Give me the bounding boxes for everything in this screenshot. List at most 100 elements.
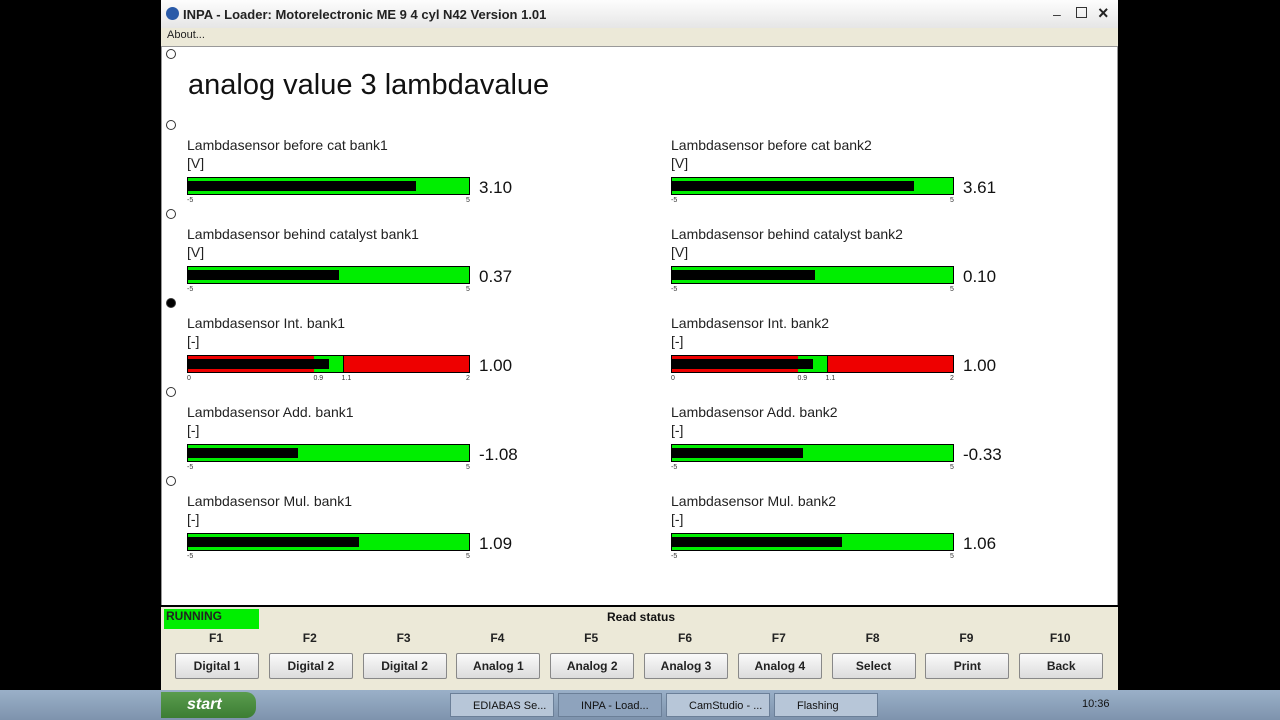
function-button[interactable]: Print: [925, 653, 1010, 679]
gauge-label: Lambdasensor Int. bank2: [671, 315, 829, 331]
radio-indicator: [166, 209, 176, 219]
taskbar: start 10:36 EDIABAS Se... INPA - Load... C…: [0, 690, 1280, 720]
function-key: F6: [677, 631, 692, 645]
gauge-tick-label: 0: [187, 375, 191, 382]
function-button[interactable]: Digital 2: [268, 653, 353, 679]
gauge-fill: [672, 359, 813, 369]
screen-heading: analog value 3 lambdavalue: [188, 69, 550, 101]
taskbar-item[interactable]: Flashing: [774, 693, 878, 717]
gauge-value: 0.37: [479, 267, 513, 286]
gauge-red-zone: [342, 356, 469, 372]
content-area: analog value 3 lambdavalue Lambdasensor …: [161, 46, 1118, 606]
gauge-value: 3.10: [479, 178, 513, 197]
gauge-fill: [188, 537, 360, 547]
gauge-tick-label: 5: [950, 197, 954, 204]
minimize-button[interactable]: –: [1053, 6, 1061, 22]
gauge-tick-label: 2: [950, 375, 954, 382]
taskbar-item[interactable]: EDIABAS Se...: [450, 693, 554, 717]
gauge-tick-label: 5: [466, 464, 470, 471]
gauge-fill: [672, 448, 804, 458]
gauge-label: Lambdasensor Add. bank1: [187, 404, 354, 420]
gauge-label: Lambdasensor Add. bank2: [671, 404, 838, 420]
function-key: F10: [1049, 631, 1071, 645]
function-button[interactable]: Analog 1: [456, 653, 541, 679]
gauge-tick-label: 5: [466, 553, 470, 560]
gauge-value: -0.33: [963, 445, 1002, 464]
gauge-unit: [V]: [187, 155, 205, 171]
gauge-tick-label: -5: [187, 553, 194, 560]
gauge-fill: [672, 181, 914, 191]
gauge-tick-label: -5: [671, 197, 678, 204]
radio-indicator: [166, 476, 176, 486]
gauge-fill: [188, 448, 299, 458]
gauge-bar: [671, 444, 954, 462]
gauge-tick-label: 5: [950, 464, 954, 471]
window-title: INPA - Loader: Motorelectronic ME 9 4 cy…: [183, 7, 547, 22]
menu-item[interactable]: About...: [167, 29, 205, 41]
clock: 10:36: [1082, 698, 1110, 710]
gauge-red-zone: [826, 356, 953, 372]
gauge-tick-label: 0.9: [313, 375, 324, 382]
function-button[interactable]: Analog 2: [550, 653, 635, 679]
maximize-button[interactable]: [1076, 7, 1087, 18]
gauge-unit: [V]: [671, 244, 689, 260]
gauge-value: 1.06: [963, 534, 997, 553]
gauge-tick-label: 1.1: [825, 375, 836, 382]
gauge-tick-label: 5: [466, 286, 470, 293]
gauge-bar: [187, 533, 470, 551]
gauge-unit: [-]: [187, 333, 200, 349]
gauge-tick-label: -5: [187, 286, 194, 293]
gauge-label: Lambdasensor Mul. bank1: [187, 493, 352, 509]
gauge-bar: [187, 444, 470, 462]
function-button[interactable]: Analog 4: [737, 653, 822, 679]
gauge-bar: [671, 177, 954, 195]
function-button[interactable]: Digital 1: [175, 653, 259, 679]
function-key: F3: [396, 631, 411, 645]
gauge-fill: [188, 270, 339, 280]
function-key: F1: [208, 631, 223, 645]
gauge-value: 1.00: [963, 356, 997, 375]
gauge-unit: [-]: [671, 511, 684, 527]
gauge-tick-label: 5: [950, 553, 954, 560]
start-button[interactable]: start: [161, 692, 256, 718]
gauge-unit: [-]: [187, 422, 200, 438]
gauge-tick-label: -5: [671, 464, 678, 471]
function-button[interactable]: Analog 3: [644, 653, 728, 679]
taskbar-item[interactable]: INPA - Load...: [558, 693, 662, 717]
function-key: F5: [584, 631, 599, 645]
function-button[interactable]: Select: [831, 653, 916, 679]
gauge-label: Lambdasensor Mul. bank2: [671, 493, 836, 509]
gauge-value: 1.00: [479, 356, 513, 375]
title-bar: INPA - Loader: Motorelectronic ME 9 4 cy…: [161, 0, 1118, 31]
gauge-value: -1.08: [479, 445, 518, 464]
function-key: F4: [490, 631, 505, 645]
function-key: F8: [865, 631, 880, 645]
radio-indicator: [166, 49, 176, 59]
gauge-bar: [671, 355, 954, 373]
gauge-tick-label: -5: [671, 553, 678, 560]
app-icon: [166, 7, 179, 20]
gauge-value: 3.61: [963, 178, 997, 197]
close-button[interactable]: ×: [1098, 3, 1109, 23]
function-key: F2: [302, 631, 317, 645]
gauge-label: Lambdasensor Int. bank1: [187, 315, 345, 331]
function-button[interactable]: Back: [1019, 653, 1104, 679]
gauge-tick-label: 2: [466, 375, 470, 382]
gauge-bar: [671, 266, 954, 284]
gauge-tick-label: -5: [671, 286, 678, 293]
gauge-fill: [672, 537, 843, 547]
radio-indicator: [166, 298, 176, 308]
function-button[interactable]: Digital 2: [362, 653, 447, 679]
gauge-tick-label: -5: [187, 464, 194, 471]
gauge-tick-label: 5: [466, 197, 470, 204]
gauge-unit: [V]: [671, 155, 689, 171]
gauge-value: 1.09: [479, 534, 513, 553]
gauge-bar: [187, 355, 470, 373]
window: INPA - Loader: Motorelectronic ME 9 4 cy…: [161, 0, 1118, 692]
taskbar-item[interactable]: CamStudio - ...: [666, 693, 770, 717]
menu-bar: About...: [161, 28, 1118, 45]
gauge-tick-label: 1.1: [341, 375, 352, 382]
gauge-unit: [V]: [187, 244, 205, 260]
function-key: F7: [771, 631, 786, 645]
